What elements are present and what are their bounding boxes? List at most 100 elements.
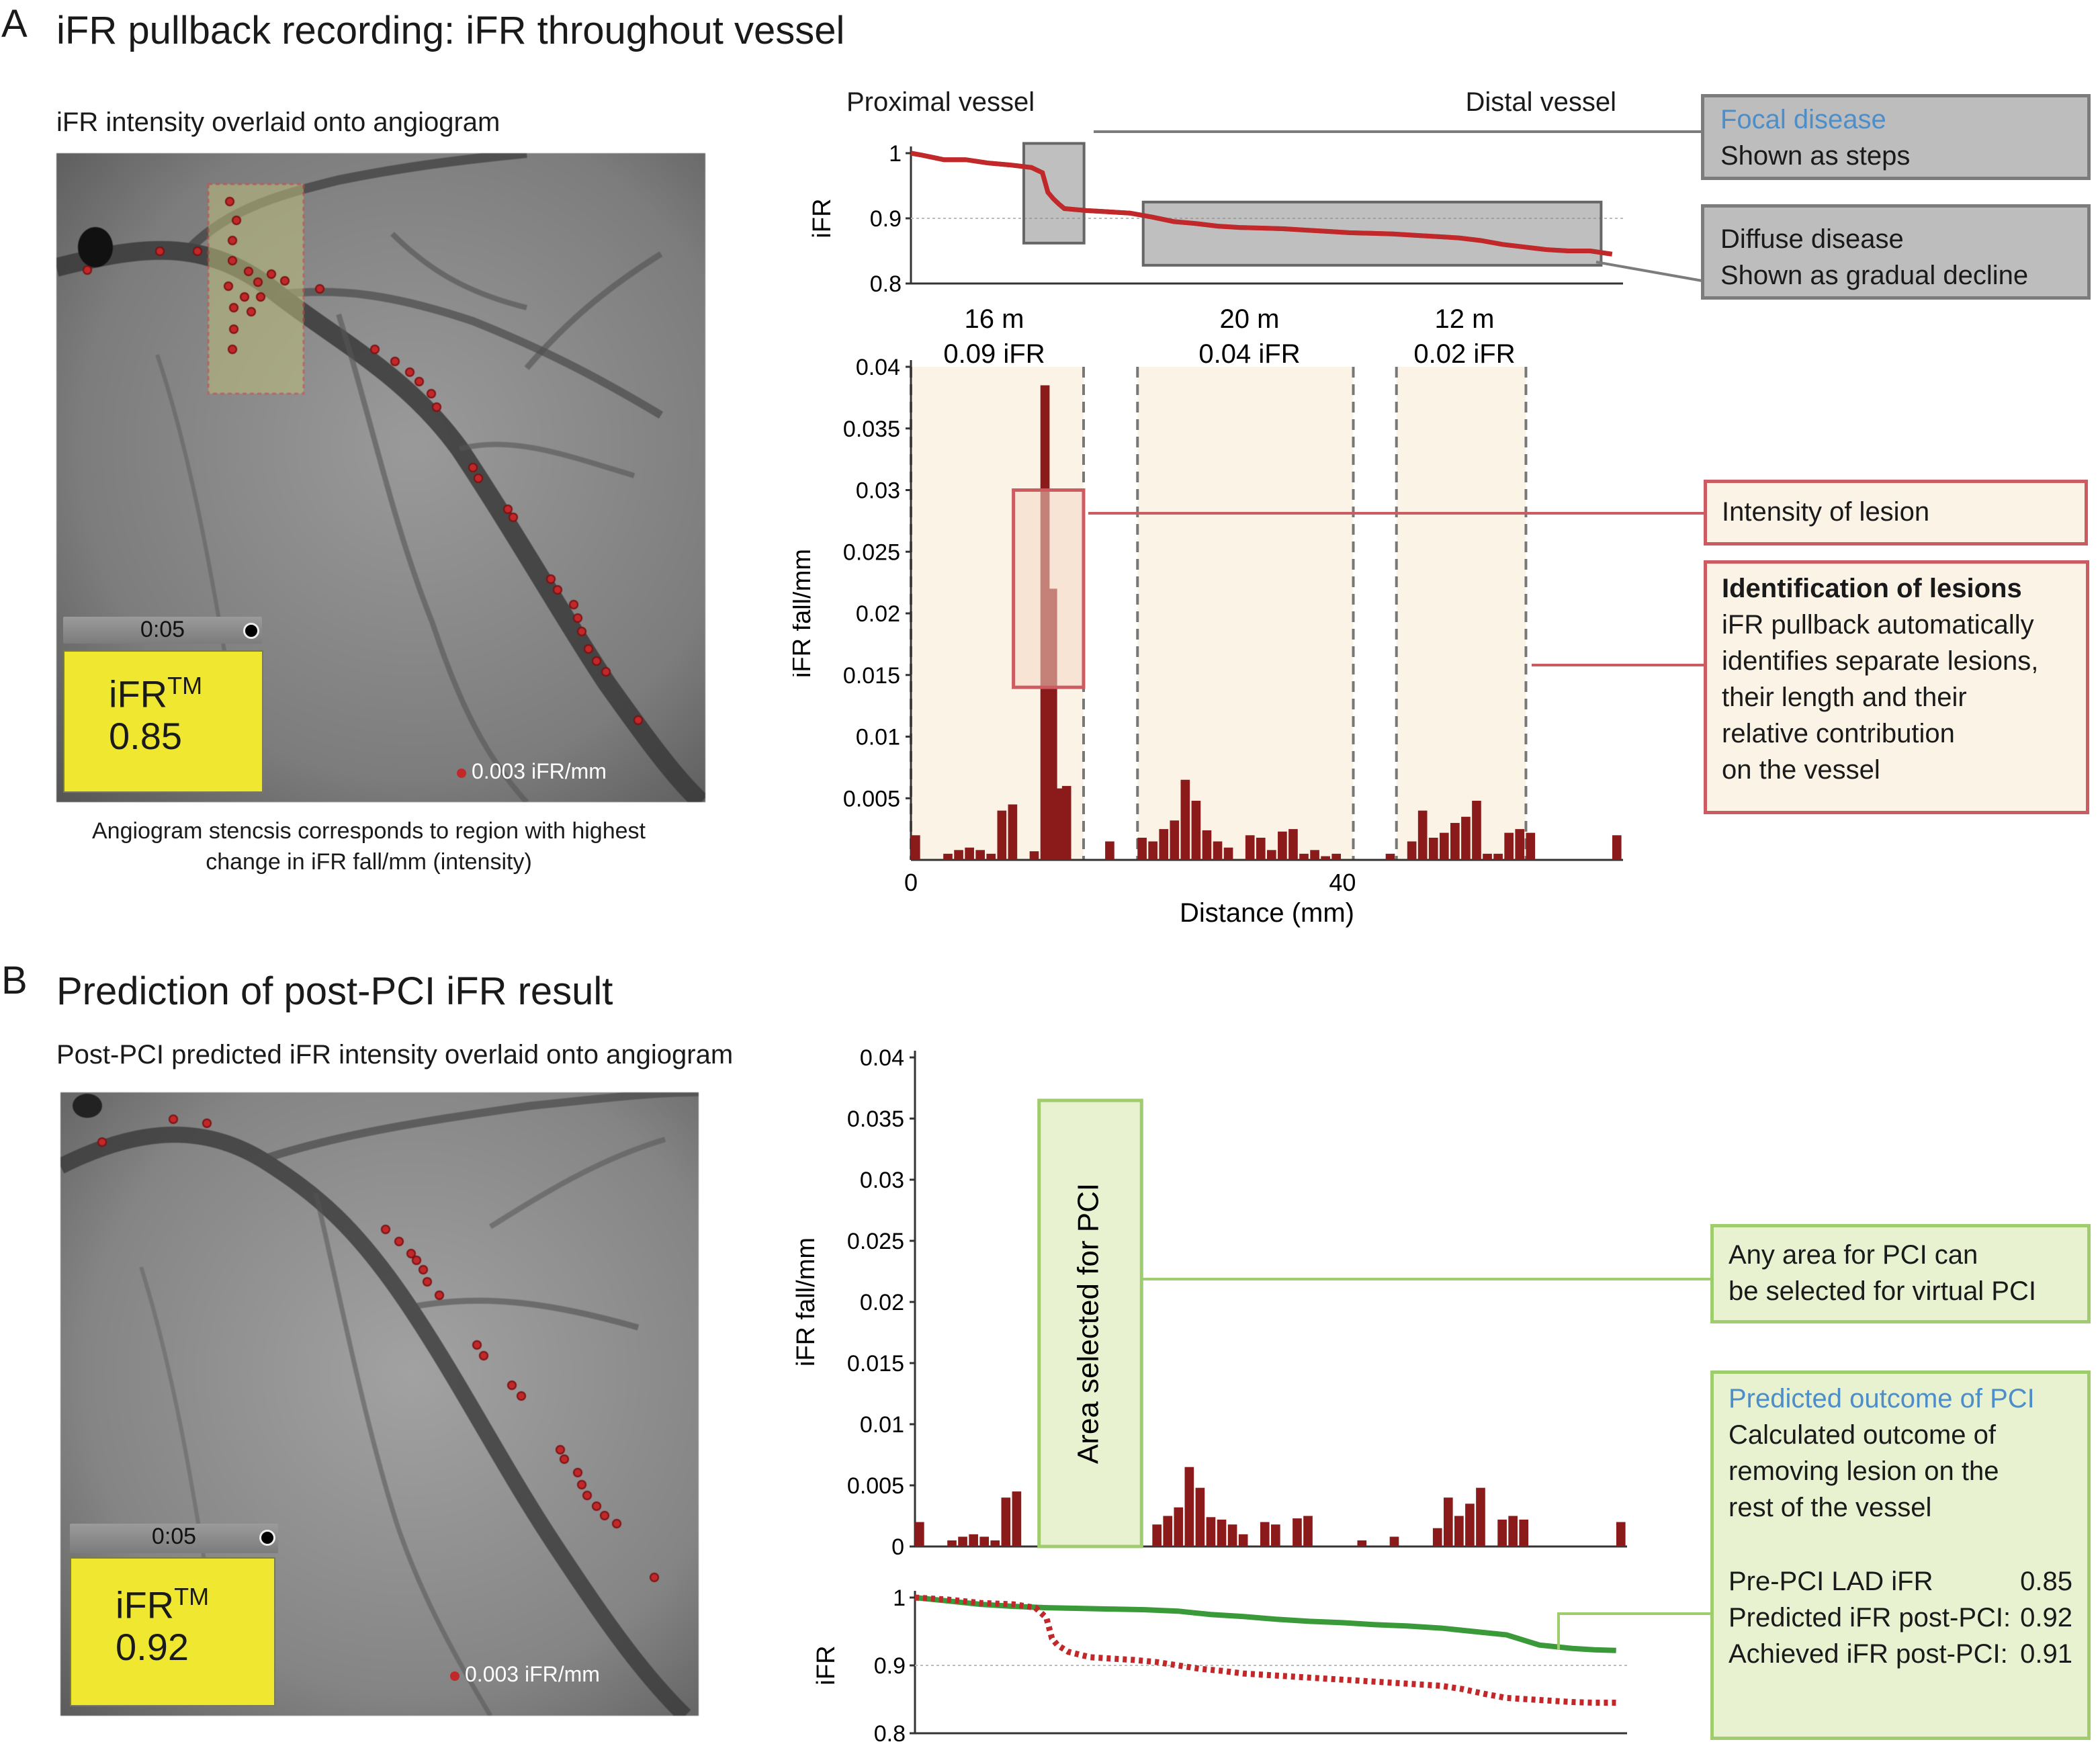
a_ifr_fall-bar <box>1428 837 1438 860</box>
result-achieved-label: Achieved iFR post-PCI: <box>1729 1639 2008 1669</box>
result-pre-label: Pre-PCI LAD iFR <box>1729 1567 1933 1596</box>
b_ifr_fall-bar <box>1195 1487 1205 1546</box>
b_ifr_fall-bar <box>1260 1522 1270 1546</box>
timer-a-knob-icon <box>243 623 259 639</box>
caption-line-2: change in iFR fall/mm (intensity) <box>206 849 532 875</box>
b_ifr_fall-bar <box>1497 1519 1507 1546</box>
a_ifr_fall-bar <box>1288 829 1298 860</box>
b_ifr_fall-bar <box>1206 1517 1216 1546</box>
ifr-value-b: 0.92 <box>116 1625 189 1668</box>
panel-b-angio-subtitle: Post-PCI predicted iFR intensity overlai… <box>56 1040 734 1070</box>
scale-note-a: 0.003 iFR/mm <box>457 759 607 784</box>
b_ifr_fall-bar <box>1238 1534 1248 1546</box>
a_ifr_fall-bar <box>1299 853 1309 860</box>
panel-b-letter: B <box>1 959 28 1002</box>
focal-disease-box <box>1022 142 1086 245</box>
b_ifr_fall-ytick-label: 0 <box>891 1534 904 1560</box>
a_ifr_fall-bar <box>954 850 963 860</box>
diffuse-text: Shown as gradual decline <box>1720 261 2029 290</box>
b_ifr_fall-bar <box>979 1536 990 1546</box>
segment-3-ifr: 0.02 iFR <box>1413 339 1515 369</box>
result-row-predicted: Predicted iFR post-PCI: 0.92 <box>1729 1600 2072 1636</box>
b_ifr_trace-ylabel: iFR <box>812 1645 840 1685</box>
identification-line-5: on the vessel <box>1722 755 1880 785</box>
identification-title: Identification of lesions <box>1722 574 2022 603</box>
a_ifr_fall-bar <box>1483 853 1492 860</box>
callout-predicted-outcome: Predicted outcome of PCI Calculated outc… <box>1710 1370 2091 1740</box>
panel-a-angio-subtitle: iFR intensity overlaid onto angiogram <box>56 107 500 137</box>
a_ifr_fall-ytick-label: 0.035 <box>843 417 900 442</box>
a_ifr_fall-bar <box>1137 837 1147 860</box>
a_ifr_fall-ytick-label: 0.02 <box>856 601 900 627</box>
segment-labels: 16 m 0.09 iFR 20 m 0.04 iFR 12 m 0.02 iF… <box>943 304 1515 369</box>
scale-note-a-label: 0.003 iFR/mm <box>472 759 607 783</box>
b_ifr_fall-ytick-label: 0.03 <box>860 1168 904 1193</box>
b_ifr_fall-bar <box>1465 1503 1475 1546</box>
ifr-trace-chart-b: 1 0.9 0.8 iFR <box>812 1585 1627 1744</box>
ifr-fall-chart-a: 0.04 0.035 0.03 0.025 0.02 0.015 0.01 0.005 iFR … <box>793 355 1623 928</box>
ifr-value-box-b: iFRTM 0.92 <box>70 1557 275 1706</box>
ifr-tm-b: TM <box>174 1583 210 1610</box>
b_ifr_fall-bar <box>1454 1516 1464 1546</box>
a_ifr_fall-bar <box>1385 853 1395 860</box>
b_ifr_fall-ytick-label: 0.02 <box>860 1290 904 1315</box>
b_ifr_fall-bar <box>1174 1507 1184 1546</box>
b_ifr_fall-bar <box>1217 1519 1227 1546</box>
a_ifr_fall-bar <box>1407 841 1417 860</box>
a_ifr_fall-bar <box>1321 856 1330 860</box>
a_ifr_fall-bar <box>1061 785 1071 860</box>
a_ifr_fall-bar <box>1008 804 1018 860</box>
b_ifr_fall-bar <box>1476 1487 1485 1546</box>
intensity-highlight-box <box>1012 488 1086 689</box>
segment-2-length: 20 m <box>1220 304 1280 334</box>
any-area-line-2: be selected for virtual PCI <box>1729 1276 2036 1306</box>
a_ifr_fall-bar <box>1331 853 1342 860</box>
b_ifr_fall-ylabel: iFR fall/mm <box>793 1237 820 1366</box>
focal-text: Shown as steps <box>1720 141 1911 171</box>
b_ifr_fall-bar <box>1163 1516 1173 1546</box>
identification-line-3: their length and their <box>1722 683 1967 712</box>
b_ifr_fall-bar <box>990 1540 1000 1546</box>
ifr-value-a: 0.85 <box>109 714 182 757</box>
panel-a-title: iFR pullback recording: iFR throughout v… <box>56 9 845 52</box>
a_ifr_fall-ylabel: iFR fall/mm <box>793 549 816 678</box>
ifr-label-a: iFR <box>109 672 168 715</box>
b_ifr_fall-bar <box>958 1536 967 1546</box>
a_ifr_fall-bar <box>997 810 1007 860</box>
a_ifr_fall-bar <box>1526 832 1536 860</box>
a_ifr_fall-bar <box>1170 820 1180 860</box>
predicted-line-3: rest of the vessel <box>1729 1493 1932 1522</box>
segment-1-length: 16 m <box>965 304 1024 334</box>
a_ifr_fall-bar <box>1310 850 1319 860</box>
timer-b-knob-icon <box>259 1530 275 1546</box>
b_ifr_fall-ytick-label: 0.005 <box>847 1473 904 1499</box>
b_ifr_fall-bar <box>1227 1524 1237 1546</box>
a_ifr_fall-bar <box>1213 841 1223 860</box>
b_ifr_fall-bar <box>1508 1516 1518 1546</box>
a_ifr_fall-bar <box>1148 841 1157 860</box>
segment-3-length: 12 m <box>1435 304 1495 334</box>
result-predicted-value: 0.92 <box>2020 1603 2072 1632</box>
panel-a-letter: A <box>1 2 28 46</box>
ifr-tm-a: TM <box>167 672 203 699</box>
proximal-label: Proximal vessel <box>846 87 1035 117</box>
diffuse-title: Diffuse disease <box>1720 224 1904 254</box>
result-pre-value: 0.85 <box>2020 1567 2072 1596</box>
result-predicted-label: Predicted iFR post-PCI: <box>1729 1603 2011 1632</box>
timer-b-label: 0:05 <box>151 1524 197 1549</box>
a_ifr_fall-bar <box>986 853 996 860</box>
a_ifr_fall-xlabel: Distance (mm) <box>1180 898 1354 928</box>
b_ifr_fall-bar <box>1184 1467 1194 1546</box>
a_ifr_fall-ytick-label: 0.03 <box>856 478 900 504</box>
b_ifr_fall-bar <box>1001 1497 1011 1546</box>
intensity-text: Intensity of lesion <box>1722 497 1930 527</box>
a_ifr_fall-bar <box>1417 810 1428 860</box>
pci-area-label: Area selected for PCI <box>1072 1183 1105 1464</box>
b_ifr_fall-bar <box>969 1534 978 1546</box>
ifr-value-box-a: iFRTM 0.85 <box>63 650 263 793</box>
callout-identification: Identification of lesions iFR pullback a… <box>1704 560 2089 814</box>
identification-line-1: iFR pullback automatically <box>1722 610 2034 640</box>
a_ifr_fall-bar <box>1515 829 1525 860</box>
a_ifr_fall-bar <box>1245 835 1255 860</box>
scale-note-b-label: 0.003 iFR/mm <box>465 1662 600 1686</box>
